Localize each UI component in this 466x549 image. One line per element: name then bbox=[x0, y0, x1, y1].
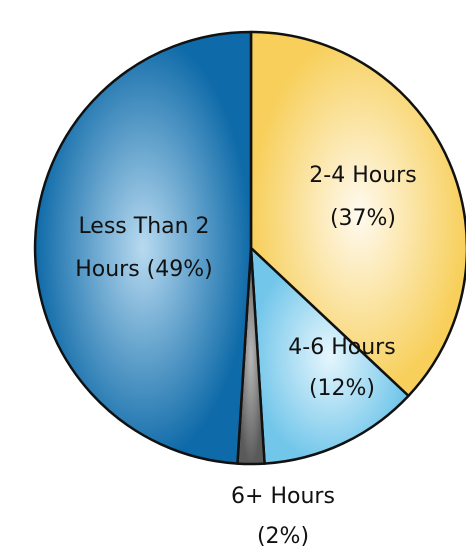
slice-pct-6-plus-hours: (2%) bbox=[257, 524, 309, 549]
slice-pct-4-6-hours: (12%) bbox=[309, 376, 375, 401]
slice-label-6-plus-hours: 6+ Hours bbox=[231, 484, 335, 509]
slice-pct-2-4-hours: (37%) bbox=[330, 206, 396, 231]
pie-slice-less-than-2 bbox=[33, 30, 253, 465]
slice-label-less-than-2-hours: Less Than 2 bbox=[78, 214, 209, 239]
pie-slice-2-4-hours bbox=[249, 30, 466, 398]
pie-slices bbox=[33, 30, 466, 466]
slice-label-4-6-hours: 4-6 Hours bbox=[288, 335, 395, 360]
slice-pct-less-than-2-hours: Hours (49%) bbox=[75, 257, 213, 282]
slice-label-2-4-hours: 2-4 Hours bbox=[309, 163, 416, 188]
pie-slice-4-6-hours bbox=[249, 246, 410, 465]
pie-labels: 2-4 Hours (37%) 4-6 Hours (12%) 6+ Hours… bbox=[75, 163, 416, 549]
